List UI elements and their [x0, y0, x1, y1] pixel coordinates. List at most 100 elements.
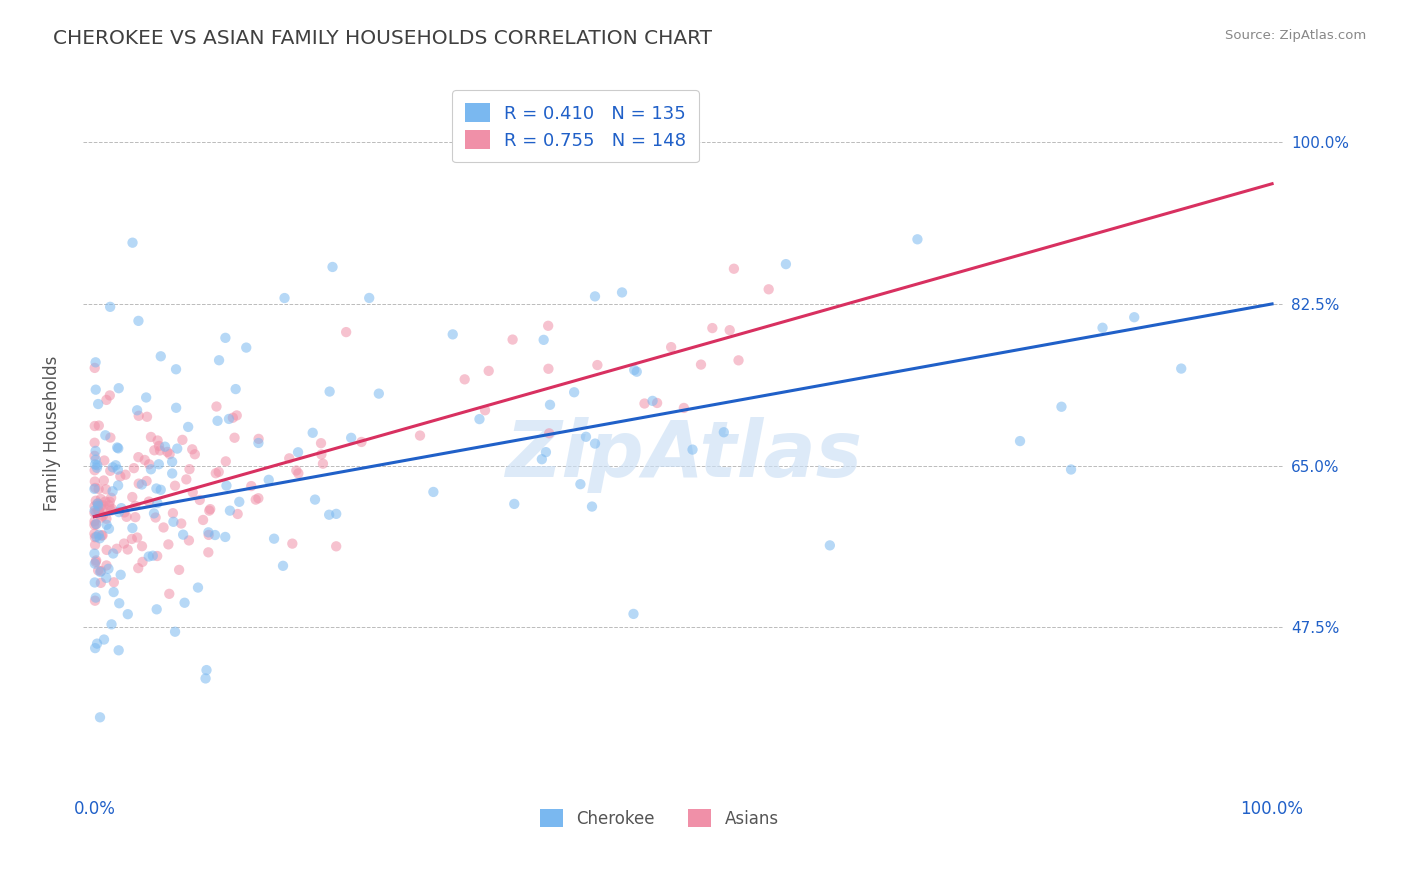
Point	[96, 512, 118, 526]
Point	[181, 442, 204, 457]
Point	[422, 485, 444, 500]
Point	[162, 506, 184, 520]
Point	[84, 516, 107, 531]
Point	[91, 498, 114, 512]
Point	[530, 452, 553, 467]
Point	[165, 401, 187, 415]
Point	[187, 581, 209, 595]
Point	[224, 431, 246, 445]
Point	[100, 503, 122, 517]
Point	[115, 509, 138, 524]
Point	[149, 483, 172, 497]
Point	[117, 607, 139, 622]
Point	[110, 469, 132, 483]
Point	[157, 537, 180, 551]
Point	[86, 458, 108, 473]
Point	[84, 493, 107, 508]
Point	[100, 491, 122, 505]
Point	[152, 520, 174, 534]
Point	[96, 558, 118, 573]
Point	[97, 562, 120, 576]
Point	[278, 451, 301, 466]
Point	[309, 436, 332, 450]
Point	[134, 453, 156, 467]
Point	[96, 517, 118, 532]
Point	[682, 442, 704, 457]
Point	[89, 710, 111, 724]
Point	[98, 300, 121, 314]
Point	[84, 555, 107, 569]
Point	[723, 261, 745, 276]
Point	[204, 528, 226, 542]
Point	[502, 333, 524, 347]
Point	[91, 528, 114, 542]
Point	[581, 500, 603, 514]
Point	[86, 530, 108, 544]
Point	[110, 501, 132, 516]
Y-axis label: Family Households: Family Households	[44, 356, 60, 511]
Point	[84, 593, 107, 607]
Point	[583, 289, 606, 303]
Point	[87, 503, 110, 517]
Point	[1123, 310, 1146, 325]
Point	[121, 235, 143, 250]
Point	[83, 557, 105, 571]
Point	[122, 461, 145, 475]
Point	[166, 442, 188, 456]
Point	[273, 291, 295, 305]
Point	[146, 434, 169, 448]
Point	[304, 492, 326, 507]
Point	[96, 571, 118, 585]
Point	[127, 561, 149, 575]
Point	[87, 563, 110, 577]
Point	[146, 496, 169, 510]
Point	[177, 533, 200, 548]
Point	[215, 454, 238, 468]
Point	[84, 452, 107, 467]
Point	[87, 504, 110, 518]
Point	[114, 467, 136, 482]
Point	[172, 527, 194, 541]
Point	[90, 499, 112, 513]
Point	[131, 477, 153, 491]
Point	[84, 444, 107, 458]
Point	[633, 396, 655, 410]
Point	[325, 507, 347, 521]
Point	[569, 477, 592, 491]
Point	[83, 517, 105, 532]
Point	[87, 528, 110, 542]
Point	[534, 445, 557, 459]
Point	[112, 536, 135, 550]
Point	[110, 567, 132, 582]
Point	[727, 353, 749, 368]
Point	[312, 457, 335, 471]
Point	[228, 495, 250, 509]
Point	[89, 532, 111, 546]
Point	[311, 447, 333, 461]
Point	[247, 491, 270, 506]
Point	[562, 385, 585, 400]
Point	[107, 381, 129, 395]
Point	[335, 325, 357, 339]
Point	[162, 515, 184, 529]
Point	[149, 443, 172, 458]
Point	[103, 547, 125, 561]
Point	[225, 382, 247, 396]
Point	[478, 364, 501, 378]
Point	[318, 508, 340, 522]
Point	[98, 464, 121, 478]
Point	[101, 484, 124, 499]
Point	[139, 430, 162, 444]
Point	[128, 409, 150, 423]
Point	[474, 403, 496, 417]
Point	[124, 499, 146, 513]
Point	[157, 587, 180, 601]
Point	[86, 460, 108, 475]
Point	[136, 409, 159, 424]
Point	[127, 403, 149, 417]
Point	[138, 494, 160, 508]
Point	[245, 492, 267, 507]
Point	[301, 425, 323, 440]
Point	[148, 439, 170, 453]
Point	[90, 564, 112, 578]
